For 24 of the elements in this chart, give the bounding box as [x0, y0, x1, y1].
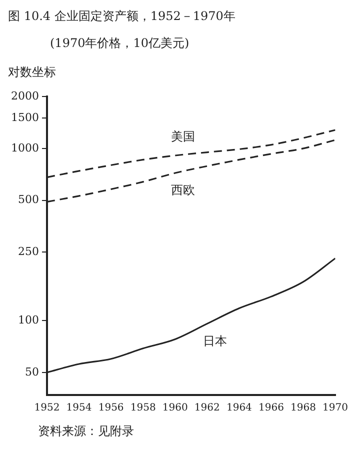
x-tick-label: 1964	[226, 402, 252, 414]
series-label: 美国	[171, 130, 196, 144]
x-tick-label: 1962	[194, 402, 220, 414]
x-tick-label: 1954	[66, 402, 92, 414]
y-tick-label: 50	[24, 365, 39, 378]
x-tick-label: 1960	[162, 402, 188, 414]
y-tick-label: 500	[18, 193, 39, 206]
y-tick-label: 1500	[10, 110, 39, 124]
x-tick-label: 1956	[98, 402, 124, 414]
y-tick-label: 2000	[10, 89, 39, 102]
text: 资料来源：见附录	[38, 423, 135, 440]
x-tick-label: 1952	[34, 402, 60, 414]
y-tick-label: 250	[18, 244, 39, 258]
series-label: 日本	[203, 334, 228, 348]
y-tick-label: 1000	[10, 141, 39, 154]
x-tick-label: 1968	[290, 402, 316, 414]
chart-title: 图 10.4 企业固定资产额，1952－1970年	[8, 8, 236, 25]
x-tick-label: 1958	[130, 402, 156, 414]
x-tick-label: 1966	[258, 402, 284, 414]
series-label: 西欧	[171, 183, 196, 198]
x-tick-label: 1970	[322, 402, 348, 414]
chart-subtitle: (1970年价格，10亿美元)	[50, 35, 190, 52]
y-tick-label: 100	[18, 314, 39, 326]
y-axis-title: 对数坐标	[8, 64, 57, 81]
